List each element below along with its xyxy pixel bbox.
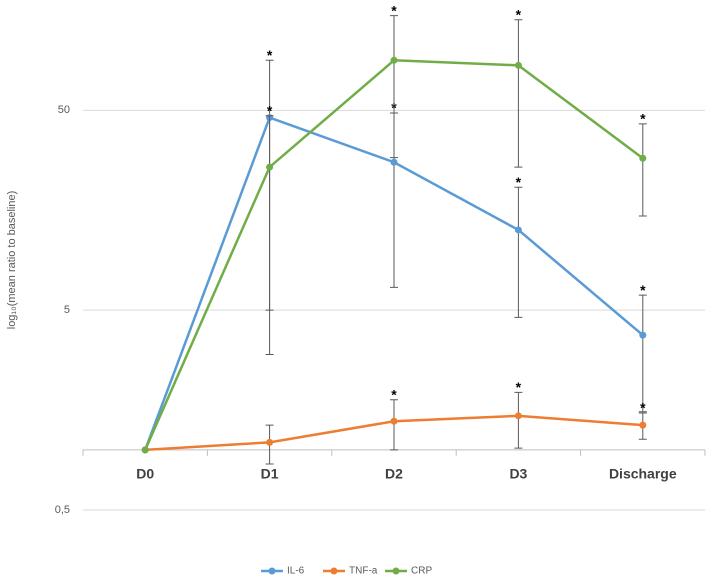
data-point xyxy=(266,163,274,171)
data-point xyxy=(639,331,647,339)
legend-label: IL-6 xyxy=(287,566,305,577)
y-tick-label: 50 xyxy=(58,104,70,116)
legend-label: CRP xyxy=(411,566,432,577)
x-tick-label: D3 xyxy=(509,466,527,482)
legend-marker xyxy=(392,567,400,575)
y-tick-label: 0,5 xyxy=(55,504,70,516)
x-tick-label: D1 xyxy=(261,466,279,482)
significance-marker: * xyxy=(516,379,522,395)
error-bar xyxy=(390,15,398,159)
significance-marker: * xyxy=(640,400,646,416)
error-bar xyxy=(638,123,647,217)
significance-marker: * xyxy=(516,6,522,22)
data-point xyxy=(390,158,398,166)
legend-marker xyxy=(268,567,276,575)
data-point xyxy=(390,56,398,64)
data-point xyxy=(514,226,522,234)
legend-label: TNF-a xyxy=(349,566,378,577)
significance-marker: * xyxy=(640,282,646,298)
data-point xyxy=(514,412,522,420)
data-point xyxy=(141,446,149,454)
significance-marker: * xyxy=(391,387,397,403)
error-bar xyxy=(514,391,523,449)
significance-marker: * xyxy=(516,174,522,190)
x-tick-label: D0 xyxy=(136,466,154,482)
data-point xyxy=(639,154,647,162)
y-axis-label: log₁₀(mean ratio to baseline) xyxy=(6,191,18,330)
error-bar xyxy=(265,115,274,311)
error-bar xyxy=(638,294,647,413)
error-bar xyxy=(514,186,523,318)
y-tick-label: 5 xyxy=(64,304,70,316)
data-point xyxy=(390,417,398,425)
significance-marker: * xyxy=(267,47,273,63)
data-point xyxy=(266,438,274,446)
x-tick-label: D2 xyxy=(385,466,403,482)
error-bar xyxy=(390,399,398,451)
data-point xyxy=(639,421,647,429)
x-tick-label: Discharge xyxy=(609,466,677,482)
significance-marker: * xyxy=(640,111,646,127)
data-point xyxy=(514,61,522,69)
legend-marker xyxy=(330,567,338,575)
significance-marker: * xyxy=(267,102,273,118)
significance-marker: * xyxy=(391,2,397,18)
error-bar xyxy=(514,19,523,168)
